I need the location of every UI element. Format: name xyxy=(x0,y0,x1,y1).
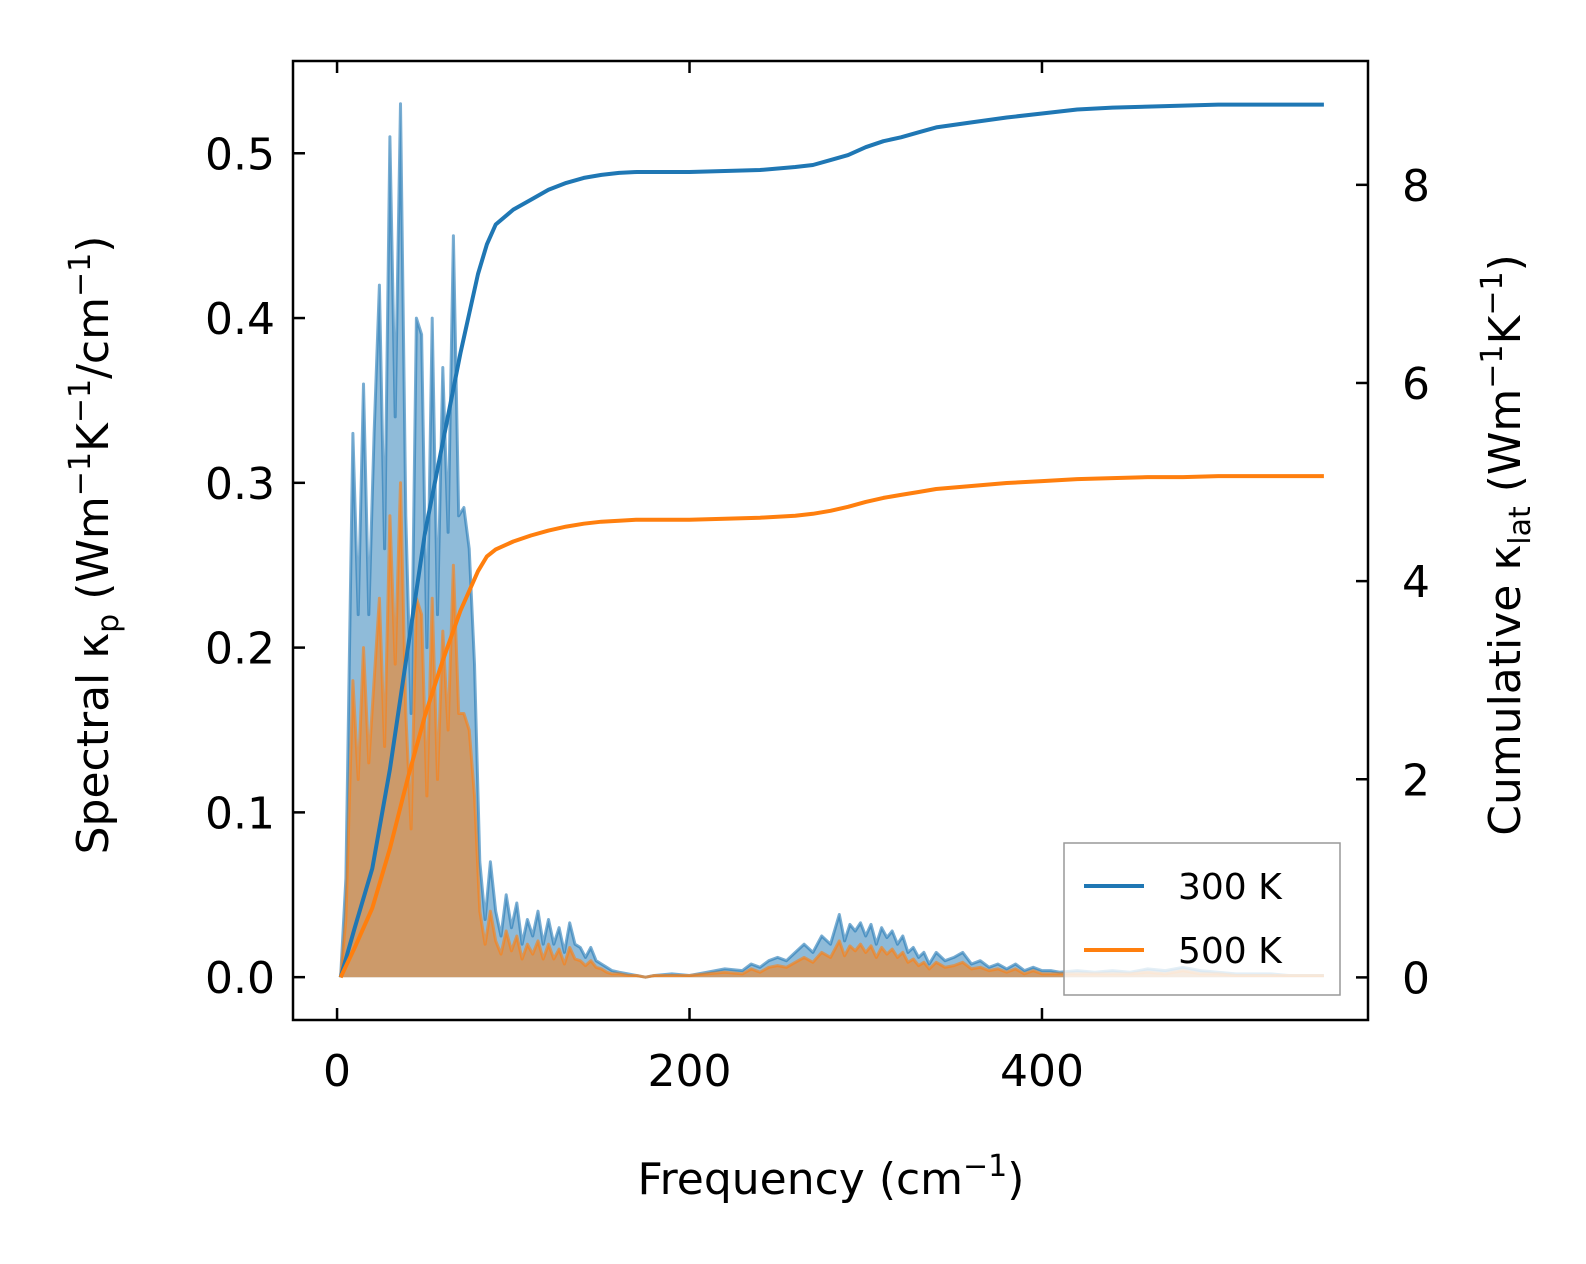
y-axis-label-left: Spectral κp (Wm−1K−1/cm−1) xyxy=(63,236,126,855)
x-tick-label: 200 xyxy=(648,1046,732,1097)
y-left-tick-label: 0.2 xyxy=(205,624,275,675)
legend: 300 K 500 K xyxy=(1063,842,1341,996)
x-axis-label: Frequency (cm−1) xyxy=(638,1149,1025,1205)
y-left-tick-label: 0.3 xyxy=(205,459,275,510)
plot-area xyxy=(338,102,1324,979)
y-axis-label-right: Cumulative κlat (Wm−1K−1) xyxy=(1475,254,1538,836)
y-right-tick-label: 0 xyxy=(1402,953,1430,1004)
y-right-tick-label: 8 xyxy=(1402,161,1430,212)
cumulative-line-500k xyxy=(338,474,1324,979)
y-right-tick-label: 2 xyxy=(1402,755,1430,806)
plot-frame xyxy=(291,59,1370,1022)
spectral-line-300k xyxy=(339,102,1324,979)
x-tick-label: 400 xyxy=(1000,1046,1084,1097)
legend-label-500k: 500 K xyxy=(1178,931,1283,972)
cumulative-line-300k xyxy=(338,102,1324,978)
y-right-tick-label: 4 xyxy=(1402,557,1430,608)
y-left-tick-label: 0.1 xyxy=(205,788,275,839)
spectral-area-500k xyxy=(340,482,1324,978)
x-tick-label: 0 xyxy=(323,1046,351,1097)
axes: 0 200 400 0.0 0.1 0.2 0.3 0.4 0.5 0 2 4 6 8 xyxy=(205,59,1430,1097)
legend-label-300k: 300 K xyxy=(1178,867,1283,908)
spectral-line-500k xyxy=(339,481,1324,979)
y-left-tick-label: 0.5 xyxy=(205,129,275,180)
y-left-tick-label: 0.0 xyxy=(205,953,275,1004)
legend-frame xyxy=(1063,842,1341,996)
y-left-tick-label: 0.4 xyxy=(205,294,275,345)
y-right-tick-label: 6 xyxy=(1402,359,1430,410)
